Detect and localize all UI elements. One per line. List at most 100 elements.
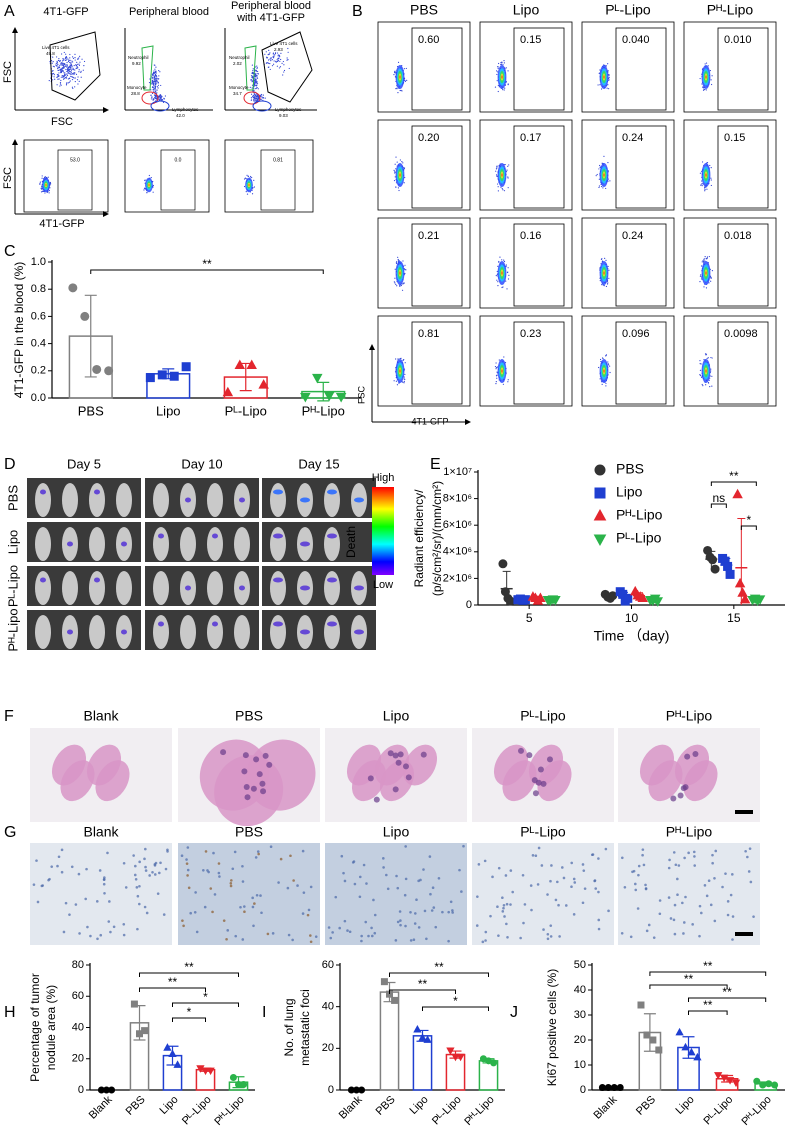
x-tick-label: Pᴸ-Lipo [225, 403, 267, 418]
nucleus [346, 929, 349, 932]
point [724, 562, 732, 570]
event-dot [83, 65, 84, 66]
event-dot [153, 91, 154, 92]
event-dot [73, 73, 74, 74]
event-dot [75, 81, 76, 82]
nucleus [396, 887, 399, 890]
nucleus [382, 857, 385, 860]
y-tick-label: 2×10⁶ [443, 572, 472, 584]
mouse [116, 483, 132, 517]
event-dot [58, 58, 59, 59]
y-tick-label: 80 [72, 959, 84, 971]
y-axis-label: Radiant efficiency/ [412, 489, 426, 588]
event-dot [508, 164, 509, 165]
nodule [245, 794, 251, 800]
nucleus [395, 875, 398, 878]
y-tick-label: 10 [574, 1059, 586, 1071]
event-dot [246, 178, 247, 179]
event-dot [69, 71, 70, 72]
legend-label: PBS [616, 461, 644, 477]
event-dot [706, 189, 707, 190]
event-dot [496, 275, 497, 276]
event-dot [502, 188, 503, 189]
y-tick-label: 4×10⁶ [443, 546, 472, 558]
event-dot [283, 61, 284, 62]
nucleus [644, 884, 647, 887]
density [399, 271, 400, 274]
event-dot [403, 382, 404, 383]
event-dot [395, 88, 396, 89]
event-dot [77, 59, 78, 60]
mouse [207, 483, 223, 517]
point [650, 1037, 656, 1043]
event-dot [70, 67, 71, 68]
gate-name: Neutrophil [128, 55, 149, 60]
gate-value: 0.010 [724, 34, 752, 46]
event-dot [60, 80, 61, 81]
y-tick-label: 8×10⁶ [443, 493, 472, 505]
nodule [244, 784, 250, 790]
event-dot [59, 66, 60, 67]
event-dot [256, 75, 257, 76]
event-dot [601, 284, 602, 285]
event-dot [68, 61, 69, 62]
event-dot [604, 285, 605, 286]
nucleus [415, 898, 418, 901]
event-dot [63, 65, 64, 66]
event-dot [153, 70, 154, 71]
legend-label: Lipo [616, 484, 643, 500]
nucleus [75, 903, 78, 906]
nucleus [243, 905, 246, 908]
event-dot [711, 79, 712, 80]
nucleus [646, 930, 649, 933]
event-dot [255, 81, 256, 82]
event-dot [257, 96, 258, 97]
gate-value: 0.018 [724, 230, 752, 242]
nodule [683, 784, 689, 790]
event-dot [68, 67, 69, 68]
nucleus [519, 937, 522, 940]
y-tick-label: 20 [574, 1034, 586, 1046]
event-dot [495, 366, 496, 367]
nucleus [746, 856, 749, 859]
event-dot [395, 269, 396, 270]
point [105, 367, 113, 375]
density [248, 184, 249, 186]
nucleus [634, 889, 637, 892]
event-dot [72, 66, 73, 67]
gate-value: 0.15 [520, 34, 541, 46]
mouse [207, 571, 223, 605]
y-axis-label: metastatic foci [298, 989, 312, 1066]
event-dot [154, 78, 155, 79]
event-dot [712, 270, 713, 271]
nucleus [302, 912, 305, 915]
nucleus [503, 915, 506, 918]
nucleus [621, 932, 624, 935]
event-dot [495, 383, 496, 384]
nucleus [310, 940, 313, 943]
event-dot [505, 164, 506, 165]
event-dot [700, 276, 701, 277]
column-title: Day 15 [298, 456, 339, 471]
event-dot [699, 281, 700, 282]
nucleus [563, 877, 566, 880]
event-dot [260, 95, 261, 96]
event-dot [277, 52, 278, 53]
event-dot [66, 76, 67, 77]
event-dot [504, 89, 505, 90]
event-dot [712, 357, 713, 358]
nucleus [674, 933, 677, 936]
nucleus [419, 879, 422, 882]
nucleus [537, 883, 540, 886]
event-dot [503, 260, 504, 261]
event-dot [155, 84, 156, 85]
event-dot [41, 188, 42, 189]
event-dot [57, 79, 58, 80]
density [45, 184, 46, 186]
event-dot [69, 66, 70, 67]
event-dot [256, 70, 257, 71]
nucleus [48, 878, 51, 881]
event-dot [702, 260, 703, 261]
column-title: Day 5 [67, 456, 101, 471]
event-dot [266, 62, 267, 63]
